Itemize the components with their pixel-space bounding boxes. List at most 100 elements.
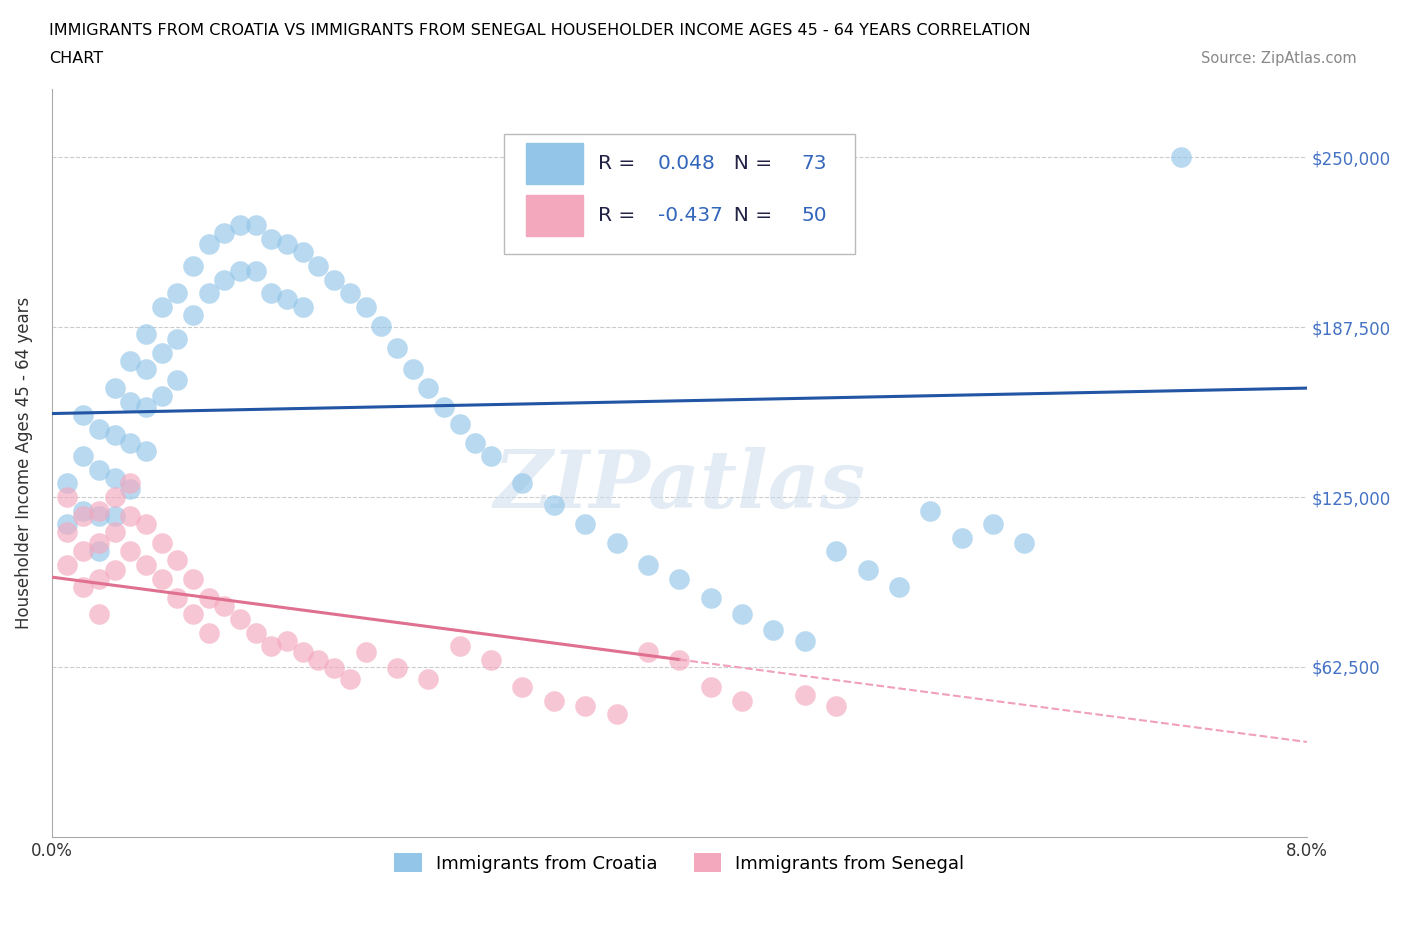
Point: [245, 218, 267, 232]
Point: [120, 476, 142, 491]
Text: CHART: CHART: [49, 51, 103, 66]
Point: [339, 671, 361, 686]
Point: [56, 557, 79, 572]
Point: [87, 462, 110, 477]
Point: [731, 694, 754, 709]
Text: N =: N =: [721, 154, 779, 173]
Point: [276, 291, 298, 306]
Point: [245, 626, 267, 641]
Point: [181, 606, 204, 621]
Point: [72, 449, 94, 464]
Point: [512, 680, 534, 695]
Point: [856, 563, 879, 578]
Point: [214, 272, 236, 287]
Point: [449, 639, 471, 654]
Point: [197, 591, 219, 605]
Point: [150, 346, 173, 361]
Point: [385, 661, 408, 676]
Point: [260, 639, 283, 654]
Point: [291, 245, 314, 259]
Text: N =: N =: [721, 206, 779, 225]
Point: [825, 544, 848, 559]
Point: [135, 400, 157, 415]
Point: [637, 644, 659, 659]
Point: [668, 653, 690, 668]
Point: [762, 623, 785, 638]
Point: [637, 557, 659, 572]
Point: [72, 408, 94, 423]
Point: [981, 517, 1004, 532]
Point: [103, 525, 125, 539]
Text: Source: ZipAtlas.com: Source: ZipAtlas.com: [1201, 51, 1357, 66]
Text: 0.048: 0.048: [658, 154, 716, 173]
Point: [166, 286, 188, 300]
Point: [87, 509, 110, 524]
Point: [512, 476, 534, 491]
Point: [72, 503, 94, 518]
Point: [229, 612, 252, 627]
Y-axis label: Householder Income Ages 45 - 64 years: Householder Income Ages 45 - 64 years: [15, 297, 32, 630]
Point: [150, 536, 173, 551]
Point: [87, 503, 110, 518]
Point: [135, 326, 157, 341]
Point: [166, 373, 188, 388]
Point: [166, 332, 188, 347]
Point: [120, 394, 142, 409]
Point: [197, 626, 219, 641]
Point: [449, 417, 471, 432]
Point: [291, 299, 314, 314]
Point: [401, 362, 423, 377]
Point: [574, 517, 596, 532]
Point: [135, 444, 157, 458]
Point: [103, 381, 125, 396]
Point: [950, 530, 973, 545]
Point: [229, 218, 252, 232]
Point: [479, 653, 502, 668]
Point: [1014, 536, 1036, 551]
Text: ZIPatlas: ZIPatlas: [494, 446, 865, 525]
Point: [197, 286, 219, 300]
Point: [150, 299, 173, 314]
Point: [793, 633, 815, 648]
Point: [731, 606, 754, 621]
Point: [291, 644, 314, 659]
Point: [1170, 150, 1192, 165]
Point: [87, 571, 110, 586]
Point: [166, 591, 188, 605]
Point: [120, 353, 142, 368]
Point: [87, 536, 110, 551]
Point: [825, 698, 848, 713]
Text: -0.437: -0.437: [658, 206, 723, 225]
Text: 50: 50: [801, 206, 827, 225]
Point: [181, 571, 204, 586]
Point: [606, 536, 628, 551]
Point: [418, 671, 440, 686]
Point: [150, 571, 173, 586]
Point: [214, 598, 236, 613]
Point: [120, 435, 142, 450]
Point: [308, 653, 330, 668]
Point: [150, 389, 173, 404]
Text: IMMIGRANTS FROM CROATIA VS IMMIGRANTS FROM SENEGAL HOUSEHOLDER INCOME AGES 45 - : IMMIGRANTS FROM CROATIA VS IMMIGRANTS FR…: [49, 23, 1031, 38]
Point: [135, 517, 157, 532]
Point: [308, 259, 330, 273]
Point: [72, 579, 94, 594]
Point: [699, 680, 721, 695]
Point: [543, 694, 565, 709]
Point: [920, 503, 942, 518]
Point: [260, 286, 283, 300]
Point: [245, 264, 267, 279]
Point: [276, 237, 298, 252]
Point: [87, 544, 110, 559]
Point: [668, 571, 690, 586]
Point: [260, 232, 283, 246]
Point: [103, 509, 125, 524]
Point: [370, 318, 392, 333]
Point: [418, 381, 440, 396]
Point: [214, 226, 236, 241]
Point: [103, 427, 125, 442]
Point: [72, 509, 94, 524]
Point: [56, 517, 79, 532]
Point: [181, 259, 204, 273]
Legend: Immigrants from Croatia, Immigrants from Senegal: Immigrants from Croatia, Immigrants from…: [387, 846, 972, 880]
